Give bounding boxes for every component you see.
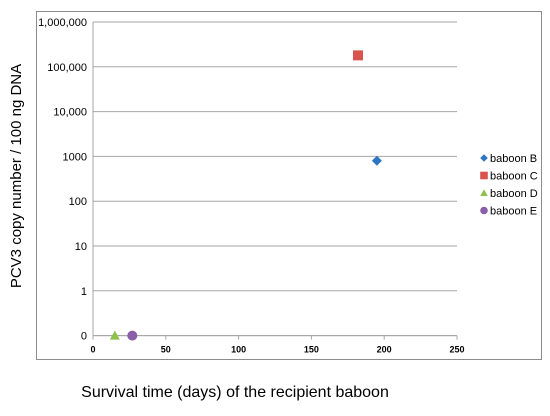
x-tick-label: 50	[161, 345, 171, 355]
y-tick-label: 1	[81, 286, 87, 298]
legend-label: baboon B	[490, 153, 537, 165]
legend-marker	[480, 171, 488, 180]
y-tick-label: 10,000	[53, 107, 87, 119]
chart-frame	[36, 11, 542, 360]
data-points	[109, 50, 382, 341]
legend-marker	[480, 154, 488, 162]
x-tick-labels: 0 50 100 150 200 250	[90, 345, 464, 355]
legend-marker	[480, 206, 488, 215]
y-axis-label: PCV3 copy number / 100 ng DNA	[8, 63, 25, 289]
y-tick-label: 1,000,000	[38, 17, 87, 29]
legend-marker	[480, 189, 488, 197]
data-point	[109, 330, 120, 340]
legend: baboon B baboon C baboon D baboon E	[480, 153, 538, 218]
legend-label: baboon E	[490, 206, 537, 218]
y-tick-label: 100,000	[47, 62, 87, 74]
x-tick-label: 100	[231, 345, 246, 355]
data-point	[127, 330, 138, 341]
legend-label: baboon C	[490, 171, 538, 183]
data-point	[352, 50, 363, 61]
y-tick-labels: 0 1 10 100 1000 10,000 100,000 1,000,000	[38, 17, 87, 343]
x-tick-label: 150	[304, 345, 319, 355]
data-point	[371, 155, 382, 166]
y-tick-label: 10	[75, 241, 87, 253]
x-axis-label: Survival time (days) of the recipient ba…	[81, 384, 389, 401]
x-tick-label: 200	[377, 345, 392, 355]
x-tick-label: 0	[90, 345, 95, 355]
y-tick-label: 100	[69, 196, 87, 208]
x-tick-label: 250	[449, 345, 464, 355]
y-tick-label: 0	[81, 331, 87, 343]
y-tick-label: 1000	[63, 151, 87, 163]
grid-lines	[93, 21, 457, 337]
axes	[92, 22, 458, 340]
legend-label: baboon D	[490, 188, 538, 200]
